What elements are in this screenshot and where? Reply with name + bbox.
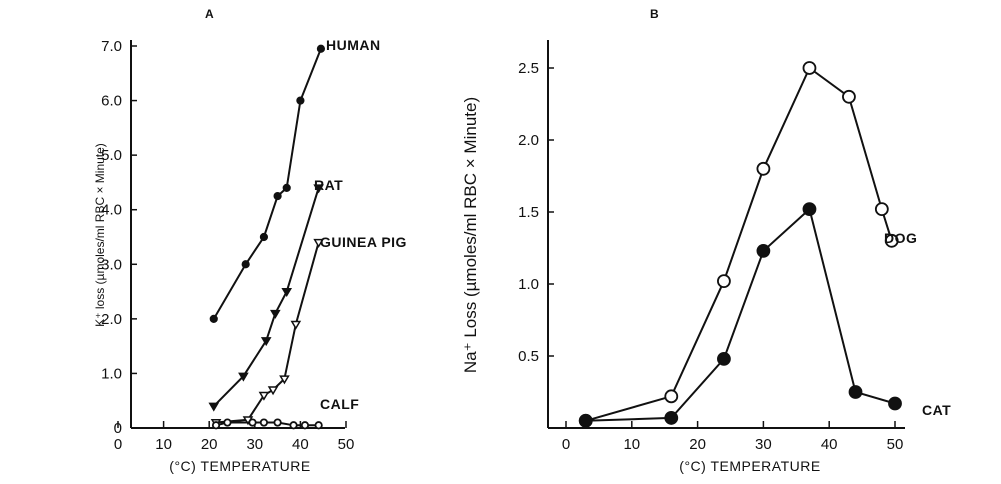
y-tick-label: 6.0 <box>101 93 122 110</box>
data-point <box>238 372 249 382</box>
data-point <box>241 260 250 269</box>
series-dog: DOG <box>578 61 917 428</box>
series-line <box>215 242 320 424</box>
series-label: CAT <box>922 402 951 418</box>
series-label: CALF <box>320 396 359 412</box>
data-point <box>717 274 731 289</box>
series-line <box>585 207 896 422</box>
y-tick-label: 0.5 <box>518 348 539 365</box>
series-calf: CALF <box>211 396 359 430</box>
panel-b-label: B <box>650 7 659 21</box>
series-label: RAT <box>314 177 343 193</box>
y-tick-label: 0 <box>114 420 122 437</box>
y-tick-label: 1.5 <box>518 204 539 221</box>
series-line <box>213 187 320 407</box>
data-point <box>290 320 302 330</box>
panel-a-ylabel: K⁺ loss (µmoles/ml RBC × Minute) <box>93 143 107 327</box>
x-tick-label: 40 <box>821 436 838 453</box>
data-point <box>316 44 326 53</box>
data-point <box>874 202 889 217</box>
data-point <box>300 421 310 430</box>
x-tick-label: 50 <box>338 436 355 453</box>
data-point <box>756 243 771 258</box>
x-tick-label: 10 <box>623 436 640 453</box>
panel-b-xlabel: (°C) TEMPERATURE <box>679 458 820 474</box>
panel-b: B Na⁺ Loss (µmoles/ml RBC × Minute) (°C)… <box>461 7 951 474</box>
y-tick-label: 7.0 <box>101 38 122 55</box>
panel-b-series: DOG CAT <box>578 61 951 428</box>
series-cat: CAT <box>578 202 951 428</box>
data-point <box>802 202 817 217</box>
series-human: HUMAN <box>209 37 381 323</box>
x-tick-label: 10 <box>155 436 172 453</box>
data-point <box>273 418 282 427</box>
y-tick-label: 2.0 <box>101 311 122 328</box>
panel-a-label: A <box>205 7 214 21</box>
data-point <box>208 402 220 412</box>
series-label: HUMAN <box>326 37 381 53</box>
panel-a-ticks: 0 1.0 2.0 3.0 4.0 5.0 6.0 7.0 0 10 20 30 40 50 <box>101 38 354 453</box>
panel-a-series: HUMAN RAT GUINEA PIG CALF <box>208 37 407 430</box>
data-point <box>211 421 221 430</box>
data-point <box>313 238 324 248</box>
x-tick-label: 20 <box>689 436 706 453</box>
data-point <box>270 309 281 319</box>
data-point <box>314 421 323 430</box>
x-tick-label: 40 <box>292 436 309 453</box>
data-point <box>842 89 856 104</box>
data-point <box>717 351 731 366</box>
panel-a-xlabel: (°C) TEMPERATURE <box>169 458 310 474</box>
y-tick-label: 1.0 <box>101 365 122 382</box>
data-point <box>260 337 272 347</box>
data-point <box>578 413 593 428</box>
data-point <box>802 61 817 75</box>
x-tick-label: 30 <box>246 436 263 453</box>
panel-b-ticks: 0.5 1.0 1.5 2.0 2.5 0 10 20 30 40 50 <box>518 60 903 453</box>
x-tick-label: 0 <box>114 436 122 453</box>
y-tick-label: 2.5 <box>518 60 539 77</box>
data-point <box>248 418 257 427</box>
data-point <box>209 314 218 323</box>
data-point <box>664 411 679 425</box>
x-tick-label: 20 <box>201 436 218 453</box>
data-point <box>282 183 291 192</box>
data-point <box>279 375 290 385</box>
series-line <box>212 48 322 320</box>
data-point <box>313 184 324 194</box>
data-point <box>848 385 863 399</box>
series-guinea-pig: GUINEA PIG <box>210 234 407 429</box>
data-point <box>289 421 298 430</box>
series-rat: RAT <box>208 177 343 412</box>
panel-b-ylabel: Na⁺ Loss (µmoles/ml RBC × Minute) <box>461 97 480 373</box>
data-point <box>296 96 305 105</box>
x-tick-label: 0 <box>562 436 570 453</box>
data-point <box>884 233 899 248</box>
y-tick-label: 4.0 <box>101 202 122 219</box>
data-point <box>259 232 269 242</box>
x-tick-label: 30 <box>755 436 772 453</box>
data-point <box>258 391 270 401</box>
data-point <box>223 418 232 427</box>
y-tick-label: 1.0 <box>518 276 539 293</box>
data-point <box>756 161 771 176</box>
y-tick-label: 3.0 <box>101 256 122 273</box>
data-point <box>888 396 902 411</box>
data-point <box>281 288 293 298</box>
data-point <box>267 386 279 396</box>
panel-a: A K⁺ loss (µmoles/ml RBC × Minute) (°C) … <box>93 7 407 474</box>
y-tick-label: 2.0 <box>518 132 539 149</box>
data-point <box>664 389 679 404</box>
series-line <box>585 66 893 422</box>
series-label: GUINEA PIG <box>320 234 407 250</box>
y-tick-label: 5.0 <box>101 147 122 164</box>
data-point <box>273 191 282 201</box>
x-tick-label: 50 <box>887 436 904 453</box>
series-label: DOG <box>884 230 917 246</box>
data-point <box>259 418 269 427</box>
